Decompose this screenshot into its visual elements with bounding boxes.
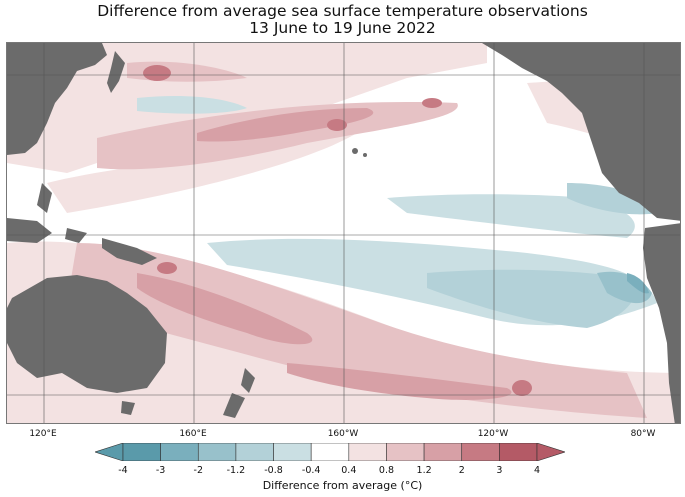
colorbar-title: Difference from average (°C) — [262, 479, 423, 492]
map-canvas — [7, 43, 680, 423]
colorbar-segment — [122, 443, 161, 461]
japan-landmass — [107, 51, 125, 93]
colorbar-tick-label: 1.2 — [416, 465, 432, 476]
sst-anomaly-map — [6, 42, 681, 424]
colorbar — [95, 443, 565, 461]
colorbar-tick-label: -4 — [118, 465, 128, 476]
tasmania-landmass — [121, 401, 135, 415]
new-zealand-south-landmass — [223, 393, 245, 418]
longitude-label-120w: 120°W — [477, 429, 509, 439]
longitude-label-80w: 80°W — [630, 429, 656, 439]
colorbar-tick-label: 2 — [458, 465, 465, 476]
colorbar-segment — [310, 443, 350, 461]
colorbar-segment — [461, 443, 500, 461]
land-masses — [7, 43, 680, 423]
longitude-label-160e: 160°E — [179, 429, 207, 439]
cool-anomaly-regions — [137, 96, 657, 328]
colorbar-segment — [499, 443, 538, 461]
map-gridlines — [7, 43, 680, 423]
colorbar-segment — [160, 443, 199, 461]
colorbar-tick-label: 3 — [496, 465, 503, 476]
colorbar-segment — [348, 443, 387, 461]
new-guinea-landmass — [102, 238, 157, 265]
new-zealand-north-landmass — [241, 368, 255, 393]
colorbar-segment — [386, 443, 425, 461]
longitude-label-120e: 120°E — [29, 429, 57, 439]
map-title-line2: 13 June to 19 June 2022 — [249, 19, 436, 37]
colorbar-tick-label: 0.8 — [378, 465, 395, 476]
colorbar-segment — [235, 443, 274, 461]
colorbar-tick-label: 0.4 — [341, 465, 357, 476]
colorbar-segment — [273, 443, 312, 461]
hawaii-landmass — [352, 148, 358, 154]
australia-landmass — [7, 275, 167, 393]
asia-landmass — [7, 43, 107, 155]
colorbar-segment — [197, 443, 237, 461]
colorbar-arrow-low — [95, 443, 124, 461]
philippines-landmass — [37, 183, 52, 213]
longitude-label-160w: 160°W — [327, 429, 359, 439]
borneo-landmass — [7, 218, 52, 243]
colorbar-tick-label: -1.2 — [226, 465, 246, 476]
colorbar-tick-label: -0.4 — [301, 465, 321, 476]
colorbar-tick-label: 4 — [533, 465, 541, 476]
colorbar-tick-label: -2 — [193, 465, 204, 476]
colorbar-arrow-high — [536, 443, 565, 461]
north-america-landmass — [482, 43, 680, 221]
south-america-landmass — [643, 223, 680, 423]
map-title-line1: Difference from average sea surface temp… — [97, 2, 588, 20]
sulawesi-landmass — [65, 228, 87, 243]
colorbar-segment — [423, 443, 463, 461]
strong-warm-anomaly-patches — [137, 65, 532, 400]
colorbar-tick-label: -3 — [155, 465, 166, 476]
colorbar-tick-label: -0.8 — [264, 465, 283, 476]
